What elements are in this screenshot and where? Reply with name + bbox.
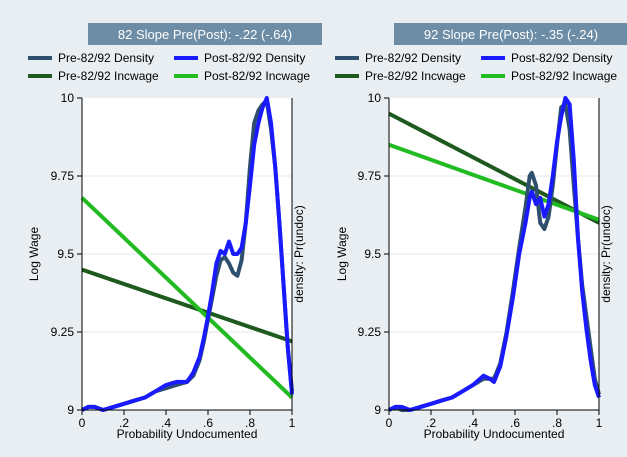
x-tick-label: .6 [203, 416, 213, 430]
x-tick-label: 1 [596, 416, 603, 430]
legend-label: Post-82/92 Density [511, 51, 612, 65]
y-tick-label: 10 [61, 91, 75, 105]
y-axis-label: Log Wage [27, 227, 41, 282]
x-tick-label: 0 [386, 416, 393, 430]
x-tick-label: 0 [79, 416, 86, 430]
legend-label: Post-82/92 Density [204, 51, 305, 65]
legend: Pre-82/92 Density Post-82/92 Density Pre-8… [28, 51, 310, 83]
y-tick-label: 9 [374, 403, 381, 417]
panel-title-box [88, 23, 322, 45]
panel-title: 92 Slope Pre(Post): -.35 (-.24) [424, 27, 598, 42]
pre-82-92-incwage-line [388, 111, 600, 225]
post-82-92-incwage-line [388, 142, 600, 222]
post-82-92-density-line [81, 96, 294, 412]
x-axis-label: Probability Undocumented [117, 427, 258, 441]
post-82-92-density-line [388, 96, 601, 412]
series-layer [80, 96, 294, 412]
panel-1992: 92 Slope Pre(Post): -.35 (-.24) Pre-82/9… [335, 23, 627, 441]
legend-label: Post-82/92 Incwage [204, 69, 310, 83]
y2-axis-label: density: Pr(undoc) [599, 205, 613, 302]
y-tick-label: 9.75 [51, 169, 75, 183]
x-tick-label: 1 [289, 416, 296, 430]
x-tick-label: .2 [426, 416, 436, 430]
pre-82-92-incwage-line [81, 267, 293, 344]
x-tick-label: .4 [468, 416, 478, 430]
post-82-92-incwage-line [80, 196, 294, 399]
legend-label: Pre-82/92 Incwage [365, 69, 466, 83]
gridlines [82, 175, 292, 333]
y-tick-label: 9.5 [57, 247, 74, 261]
legend: Pre-82/92 Density Post-82/92 Density Pre-8… [335, 51, 617, 83]
legend-label: Pre-82/92 Density [58, 51, 154, 65]
axes: 9 9.25 9.5 9.75 10 0 .2 .4 .6 .8 1 [358, 91, 603, 430]
x-tick-label: .4 [161, 416, 171, 430]
y-tick-label: 9.5 [364, 247, 381, 261]
y-tick-label: 9 [67, 403, 74, 417]
legend-label: Pre-82/92 Density [365, 51, 461, 65]
y-tick-label: 9.75 [358, 169, 382, 183]
panel-title-box [394, 23, 627, 45]
y-axis-label: Log Wage [335, 227, 349, 282]
x-tick-label: .6 [510, 416, 520, 430]
x-tick-label: .8 [245, 416, 255, 430]
x-axis-label: Probability Undocumented [424, 427, 565, 441]
x-tick-label: .2 [119, 416, 129, 430]
y-tick-label: 9.25 [51, 325, 75, 339]
x-tick-label: .8 [552, 416, 562, 430]
axes: 9 9.25 9.5 9.75 10 0 .2 .4 .6 .8 1 [51, 91, 296, 430]
y2-axis-label: density: Pr(undoc) [292, 205, 306, 302]
legend-label: Pre-82/92 Incwage [58, 69, 159, 83]
panel-title: 82 Slope Pre(Post): -.22 (-.64) [118, 27, 292, 42]
y-tick-label: 9.25 [358, 325, 382, 339]
gridlines [389, 175, 599, 333]
panel-1982: 82 Slope Pre(Post): -.22 (-.64) Pre-82/9… [27, 23, 322, 441]
legend-label: Post-82/92 Incwage [511, 69, 617, 83]
series-layer [388, 96, 601, 412]
y-tick-label: 10 [368, 91, 382, 105]
